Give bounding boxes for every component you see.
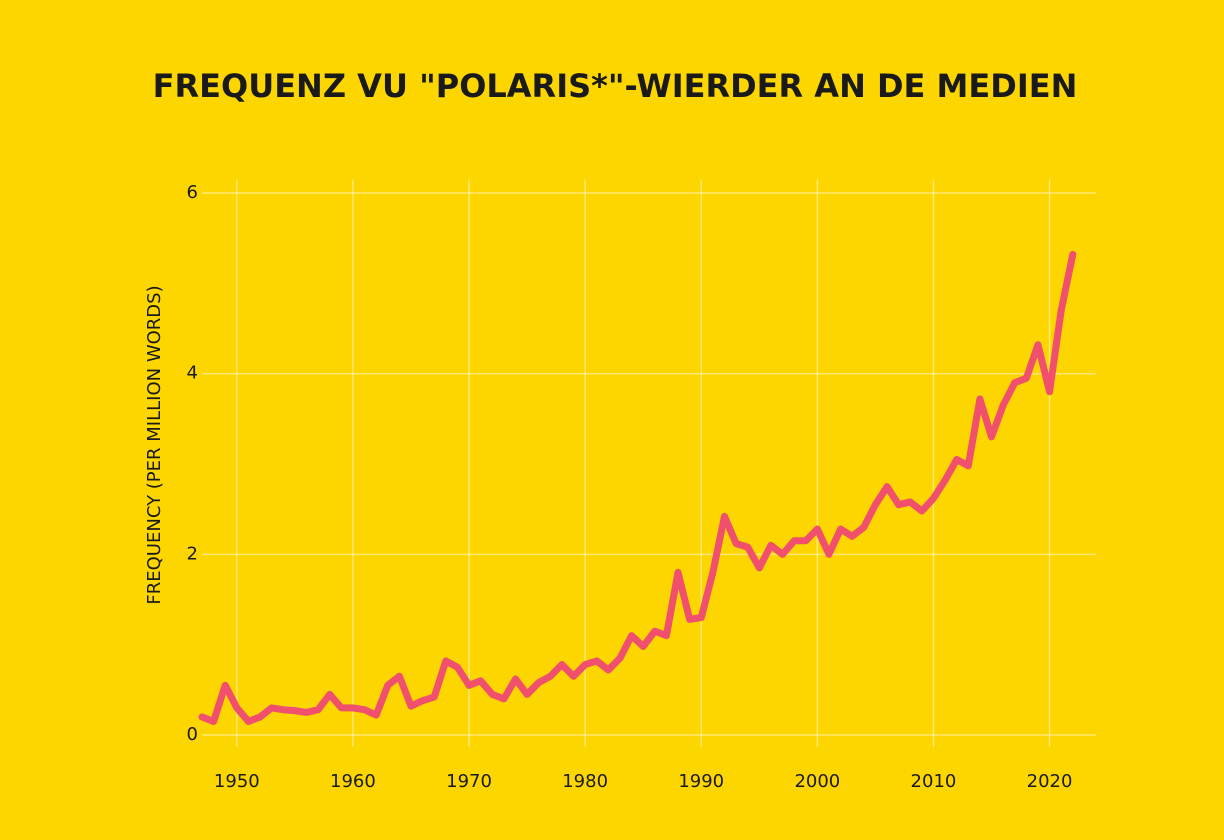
x-tick-label: 2000 [794,771,840,792]
x-tick-label: 1970 [446,771,492,792]
y-tick-label: 6 [187,182,198,203]
line [198,250,1077,725]
x-tick-label: 1980 [562,771,608,792]
x-tick-label: 1950 [214,771,260,792]
y-tick-label: 0 [187,724,198,745]
y-tick-label: 2 [187,543,198,564]
x-tick-label: 2010 [911,771,957,792]
y-axis-label: FREQUENCY (PER MILLION WORDS) [144,285,165,604]
x-tick-label: 2020 [1027,771,1073,792]
x-tick-label: 1990 [678,771,724,792]
y-tick-label: 4 [187,363,198,384]
chart-title: FREQUENZ VU "POLARIS*"-WIERDER AN DE MED… [153,67,1078,105]
x-tick-label: 1960 [330,771,376,792]
